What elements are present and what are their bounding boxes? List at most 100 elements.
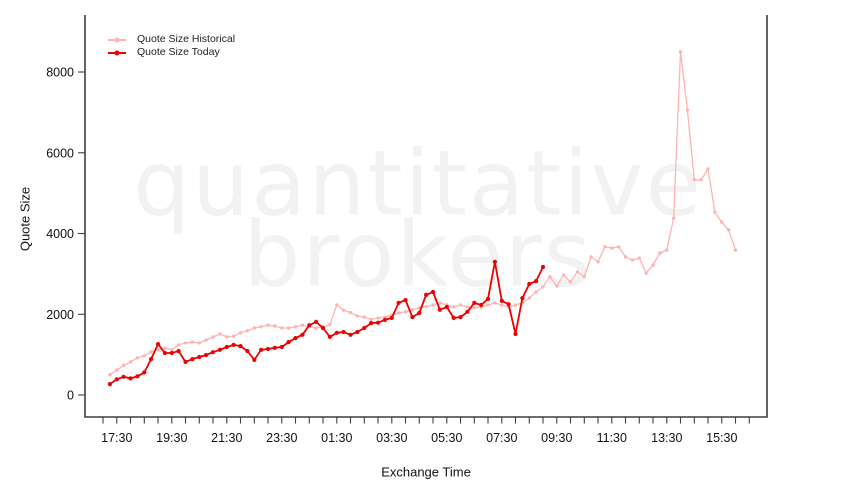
data-point — [568, 280, 573, 284]
data-point — [272, 345, 277, 350]
data-point — [162, 350, 167, 356]
data-point — [231, 334, 236, 338]
legend-label-today: Quote Size Today — [137, 46, 220, 58]
data-point — [376, 316, 380, 320]
data-point — [259, 347, 264, 352]
data-point — [300, 332, 305, 337]
data-point — [520, 296, 525, 301]
data-point — [458, 303, 463, 307]
data-point — [513, 331, 518, 337]
data-point — [493, 301, 497, 305]
legend-item-today: Quote Size Today — [108, 46, 235, 59]
y-axis-title: Quote Size — [17, 186, 33, 252]
data-point — [637, 256, 641, 260]
data-point — [121, 363, 126, 368]
data-point — [114, 377, 119, 382]
x-tick-label: 15:30 — [706, 431, 737, 445]
data-point — [293, 336, 298, 341]
x-tick-label: 13:30 — [651, 431, 682, 445]
y-tick-label: 4000 — [46, 227, 74, 241]
data-point — [685, 108, 690, 112]
data-point — [225, 335, 229, 339]
data-point — [204, 338, 208, 342]
data-point — [335, 303, 339, 307]
data-point — [176, 343, 181, 347]
x-axis: 17:30 19:30 21:30 23:30 01:30 03:30 05:30 07:30… — [101, 417, 750, 445]
legend-line-historical-icon — [108, 37, 126, 42]
x-tick-label: 21:30 — [211, 431, 242, 445]
x-tick-label: 01:30 — [321, 431, 352, 445]
data-point — [382, 317, 387, 322]
data-point — [210, 350, 216, 355]
data-point — [328, 323, 332, 327]
data-point — [555, 284, 559, 288]
data-point — [163, 346, 167, 350]
data-point — [327, 334, 332, 339]
data-point — [561, 273, 566, 277]
data-point — [259, 325, 263, 329]
data-point — [396, 300, 401, 305]
data-point — [720, 220, 724, 224]
data-point — [396, 311, 401, 315]
data-point — [128, 376, 133, 381]
x-tick-label: 19:30 — [156, 431, 187, 445]
data-point — [726, 228, 731, 232]
data-point — [197, 354, 202, 360]
data-point — [485, 296, 491, 301]
data-point — [183, 341, 188, 345]
data-point — [369, 317, 373, 322]
data-point — [293, 325, 298, 329]
data-point — [218, 332, 222, 336]
series-today — [107, 259, 546, 387]
data-point — [314, 319, 319, 324]
data-point — [403, 310, 408, 314]
data-point — [348, 332, 353, 337]
data-point — [465, 305, 470, 309]
data-point — [183, 359, 188, 364]
data-point — [169, 350, 174, 356]
data-point — [211, 335, 215, 339]
data-point — [534, 279, 539, 284]
data-point — [472, 300, 477, 305]
data-point — [355, 314, 360, 318]
data-point — [334, 330, 339, 335]
data-point — [156, 348, 160, 352]
data-point — [245, 348, 250, 354]
data-point — [403, 298, 408, 303]
data-point — [438, 301, 442, 305]
data-point — [671, 216, 676, 220]
data-point — [692, 178, 696, 182]
data-point — [430, 289, 436, 295]
data-point — [389, 315, 394, 320]
data-point — [424, 292, 429, 297]
data-point — [142, 354, 146, 358]
today-line — [109, 261, 544, 385]
data-point — [362, 315, 366, 319]
data-point — [623, 255, 628, 259]
x-tick-label: 03:30 — [376, 431, 407, 445]
axes — [84, 15, 768, 418]
data-point — [197, 341, 201, 345]
data-point — [437, 307, 442, 312]
data-point — [527, 296, 531, 300]
data-point — [540, 264, 546, 270]
data-point — [314, 326, 318, 330]
data-point — [417, 310, 422, 316]
data-point — [492, 259, 497, 264]
data-point — [582, 275, 586, 279]
data-point — [279, 344, 284, 350]
data-point — [548, 275, 552, 279]
y-tick-label: 8000 — [46, 66, 74, 80]
data-point — [541, 285, 545, 289]
data-point — [341, 308, 346, 312]
data-point — [451, 305, 456, 309]
data-point — [506, 302, 511, 307]
legend-line-today-icon — [108, 50, 126, 55]
legend-dot-icon — [114, 37, 120, 42]
data-point — [575, 270, 580, 274]
x-tick-label: 07:30 — [486, 431, 517, 445]
data-point — [252, 326, 256, 330]
data-point — [500, 303, 504, 307]
data-point — [155, 342, 161, 347]
